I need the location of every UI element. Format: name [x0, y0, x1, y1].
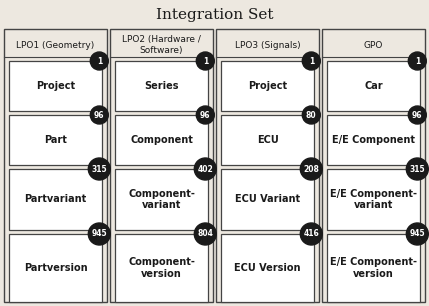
Circle shape	[194, 223, 216, 245]
Text: 1: 1	[202, 57, 208, 65]
Text: GPO: GPO	[364, 40, 383, 50]
Circle shape	[300, 223, 322, 245]
FancyBboxPatch shape	[115, 234, 208, 302]
Text: Component-
version: Component- version	[128, 257, 195, 279]
Circle shape	[408, 106, 426, 124]
Circle shape	[90, 106, 108, 124]
FancyBboxPatch shape	[221, 115, 314, 165]
Text: E/E Component: E/E Component	[332, 135, 415, 145]
Text: 1: 1	[97, 57, 102, 65]
FancyBboxPatch shape	[322, 29, 425, 302]
Text: 80: 80	[306, 110, 317, 120]
Text: 804: 804	[197, 230, 213, 238]
Circle shape	[406, 223, 428, 245]
Circle shape	[90, 52, 108, 70]
Text: 96: 96	[94, 110, 105, 120]
Text: 945: 945	[91, 230, 107, 238]
Circle shape	[194, 158, 216, 180]
Text: Component: Component	[130, 135, 193, 145]
Circle shape	[302, 52, 320, 70]
Text: E/E Component-
variant: E/E Component- variant	[330, 189, 417, 210]
Text: 208: 208	[303, 165, 319, 174]
Text: 96: 96	[200, 110, 211, 120]
Text: ECU: ECU	[257, 135, 278, 145]
Text: Series: Series	[144, 81, 179, 91]
FancyBboxPatch shape	[9, 169, 102, 230]
Circle shape	[300, 158, 322, 180]
FancyBboxPatch shape	[327, 234, 420, 302]
Text: Partversion: Partversion	[24, 263, 88, 273]
FancyBboxPatch shape	[110, 29, 213, 302]
Text: ECU Variant: ECU Variant	[235, 195, 300, 204]
Text: 315: 315	[410, 165, 425, 174]
FancyBboxPatch shape	[221, 234, 314, 302]
Circle shape	[196, 52, 214, 70]
Text: 1: 1	[415, 57, 420, 65]
FancyBboxPatch shape	[327, 169, 420, 230]
Text: Project: Project	[36, 81, 75, 91]
Text: Part: Part	[44, 135, 67, 145]
Text: 402: 402	[197, 165, 213, 174]
FancyBboxPatch shape	[115, 169, 208, 230]
Text: Car: Car	[364, 81, 383, 91]
Text: LPO3 (Signals): LPO3 (Signals)	[235, 40, 300, 50]
Text: E/E Component-
version: E/E Component- version	[330, 257, 417, 279]
FancyBboxPatch shape	[327, 61, 420, 111]
Text: LPO1 (Geometry): LPO1 (Geometry)	[16, 40, 95, 50]
FancyBboxPatch shape	[221, 169, 314, 230]
Text: ECU Version: ECU Version	[234, 263, 301, 273]
Circle shape	[88, 158, 110, 180]
Text: Partvariant: Partvariant	[24, 195, 87, 204]
Text: Integration Set: Integration Set	[156, 8, 273, 22]
FancyBboxPatch shape	[327, 115, 420, 165]
FancyBboxPatch shape	[216, 29, 319, 302]
Text: Project: Project	[248, 81, 287, 91]
Text: Component-
variant: Component- variant	[128, 189, 195, 210]
Circle shape	[408, 52, 426, 70]
FancyBboxPatch shape	[221, 61, 314, 111]
FancyBboxPatch shape	[115, 115, 208, 165]
FancyBboxPatch shape	[4, 29, 107, 302]
Text: 96: 96	[412, 110, 423, 120]
FancyBboxPatch shape	[9, 61, 102, 111]
Circle shape	[302, 106, 320, 124]
Text: LPO2 (Hardware /
Software): LPO2 (Hardware / Software)	[122, 35, 201, 55]
FancyBboxPatch shape	[9, 234, 102, 302]
Circle shape	[88, 223, 110, 245]
Circle shape	[196, 106, 214, 124]
Text: 315: 315	[91, 165, 107, 174]
Text: 1: 1	[309, 57, 314, 65]
FancyBboxPatch shape	[9, 115, 102, 165]
Circle shape	[406, 158, 428, 180]
Text: 945: 945	[410, 230, 425, 238]
Text: 416: 416	[303, 230, 319, 238]
FancyBboxPatch shape	[115, 61, 208, 111]
